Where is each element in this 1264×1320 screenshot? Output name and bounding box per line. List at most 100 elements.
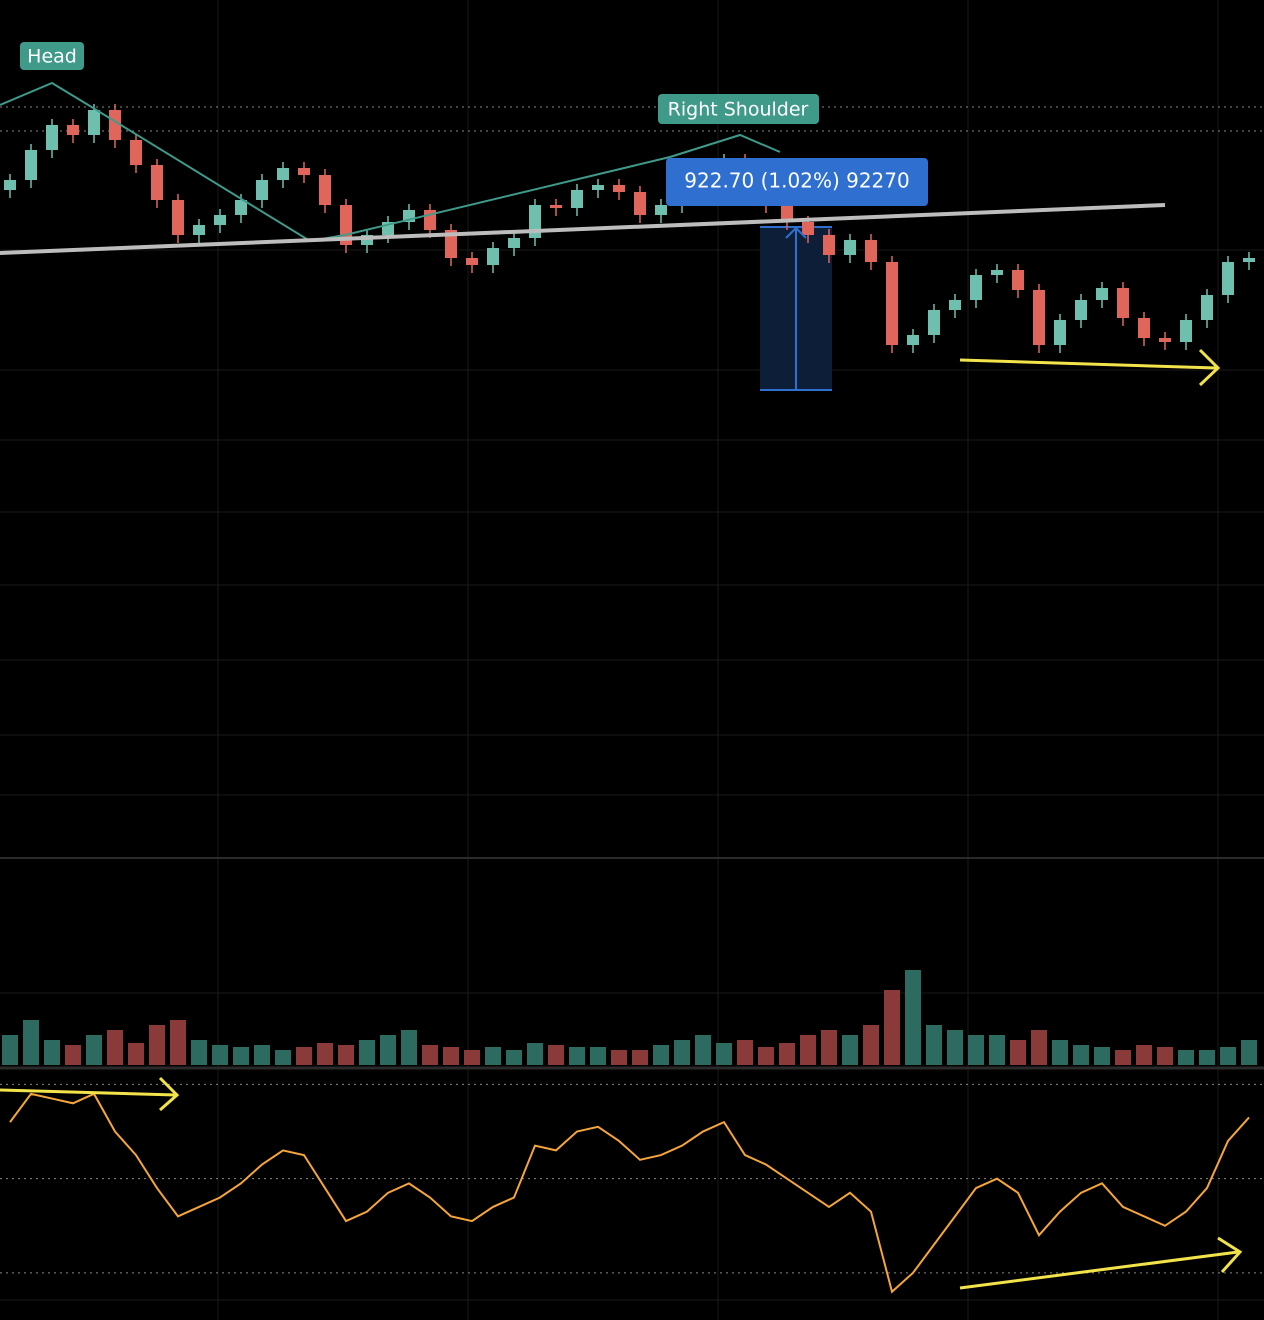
- label-box: [20, 42, 84, 70]
- volume-bar: [506, 1050, 522, 1065]
- head-label: Head: [27, 46, 77, 68]
- candle-body: [193, 225, 205, 235]
- candle-body: [466, 258, 478, 265]
- right-shoulder-label: Right Shoulder: [668, 99, 809, 121]
- candle-body: [361, 235, 373, 245]
- volume-bar: [905, 970, 921, 1065]
- candle-body: [1222, 262, 1234, 295]
- volume-bar: [842, 1035, 858, 1065]
- volume-bar: [1199, 1050, 1215, 1065]
- measure-label: 922.70 (1.02%) 92270: [684, 169, 909, 193]
- volume-bar: [86, 1035, 102, 1065]
- volume-bar: [254, 1045, 270, 1065]
- volume-bar: [2, 1035, 18, 1065]
- arrow-head: [1198, 348, 1221, 387]
- volume-bar: [1094, 1047, 1110, 1065]
- candle-body: [508, 238, 520, 248]
- volume-bar: [464, 1050, 480, 1065]
- candle-body: [151, 165, 163, 200]
- label-box: [658, 94, 819, 124]
- candle-body: [1201, 295, 1213, 320]
- volume-bar: [317, 1043, 333, 1065]
- candle-body: [4, 180, 16, 190]
- volume-bar: [191, 1040, 207, 1065]
- volume-bar: [44, 1040, 60, 1065]
- volume-bar: [296, 1047, 312, 1065]
- candle-body: [130, 140, 142, 165]
- candle-body: [1054, 320, 1066, 345]
- candle-body: [235, 200, 247, 215]
- volume-bar: [989, 1035, 1005, 1065]
- volume-bar: [1115, 1050, 1131, 1065]
- candle-body: [592, 185, 604, 190]
- volume-bar: [800, 1035, 816, 1065]
- volume-bar: [1220, 1047, 1236, 1065]
- candle-body: [781, 205, 793, 222]
- volume-bar: [968, 1035, 984, 1065]
- candle-body: [823, 235, 835, 255]
- candle-body: [802, 222, 814, 235]
- volume-bar: [1010, 1040, 1026, 1065]
- volume-bar: [107, 1030, 123, 1065]
- volume-bar: [422, 1045, 438, 1065]
- volume-bar: [1136, 1045, 1152, 1065]
- candle-body: [1180, 320, 1192, 342]
- arrow: [0, 1088, 177, 1097]
- candle-body: [67, 125, 79, 135]
- candle-body: [214, 215, 226, 225]
- candles: [0, 104, 1264, 1294]
- volume-bar: [863, 1025, 879, 1065]
- volume-bar: [821, 1030, 837, 1065]
- volume-bar: [401, 1030, 417, 1065]
- volume-bar: [1241, 1040, 1257, 1065]
- volume-bar: [485, 1047, 501, 1065]
- candle-body: [907, 335, 919, 345]
- volume-bar: [884, 990, 900, 1065]
- volume-bar: [1052, 1040, 1068, 1065]
- volume-bar: [569, 1047, 585, 1065]
- arrow-head: [1217, 1236, 1243, 1274]
- candle-body: [277, 168, 289, 180]
- oscillator-line: [9, 1092, 1250, 1294]
- volume-bar: [128, 1043, 144, 1065]
- candle-body: [1012, 270, 1024, 290]
- volume-bar: [947, 1030, 963, 1065]
- candle-body: [1075, 300, 1087, 320]
- candle-body: [25, 150, 37, 180]
- candle-body: [172, 200, 184, 235]
- volume-bar: [338, 1045, 354, 1065]
- volume-bar: [359, 1040, 375, 1065]
- volume-bar: [65, 1045, 81, 1065]
- volume-bar: [380, 1035, 396, 1065]
- volume-bar: [1178, 1050, 1194, 1065]
- candle-body: [1243, 258, 1255, 262]
- candle-body: [844, 240, 856, 255]
- volume-bar: [611, 1050, 627, 1065]
- candle-body: [928, 310, 940, 335]
- candle-body: [319, 175, 331, 205]
- candle-body: [1033, 290, 1045, 345]
- candle-body: [298, 168, 310, 175]
- candle-body: [1138, 318, 1150, 338]
- volume-bar: [632, 1050, 648, 1065]
- volume-bar: [674, 1040, 690, 1065]
- arrow: [959, 1250, 1239, 1290]
- candle-body: [886, 262, 898, 345]
- arrow: [959, 358, 1217, 370]
- volume-bar: [23, 1020, 39, 1065]
- volume-bar: [653, 1045, 669, 1065]
- candle-body: [613, 185, 625, 192]
- candle-body: [550, 205, 562, 208]
- candle-body: [634, 192, 646, 215]
- candle-body: [1159, 338, 1171, 342]
- candle-body: [991, 270, 1003, 275]
- volume-bar: [695, 1035, 711, 1065]
- candle-body: [1117, 288, 1129, 318]
- candle-body: [487, 248, 499, 265]
- candle-body: [865, 240, 877, 262]
- candle-body: [256, 180, 268, 200]
- candle-body: [46, 125, 58, 150]
- candle-body: [445, 230, 457, 258]
- candle-body: [571, 190, 583, 208]
